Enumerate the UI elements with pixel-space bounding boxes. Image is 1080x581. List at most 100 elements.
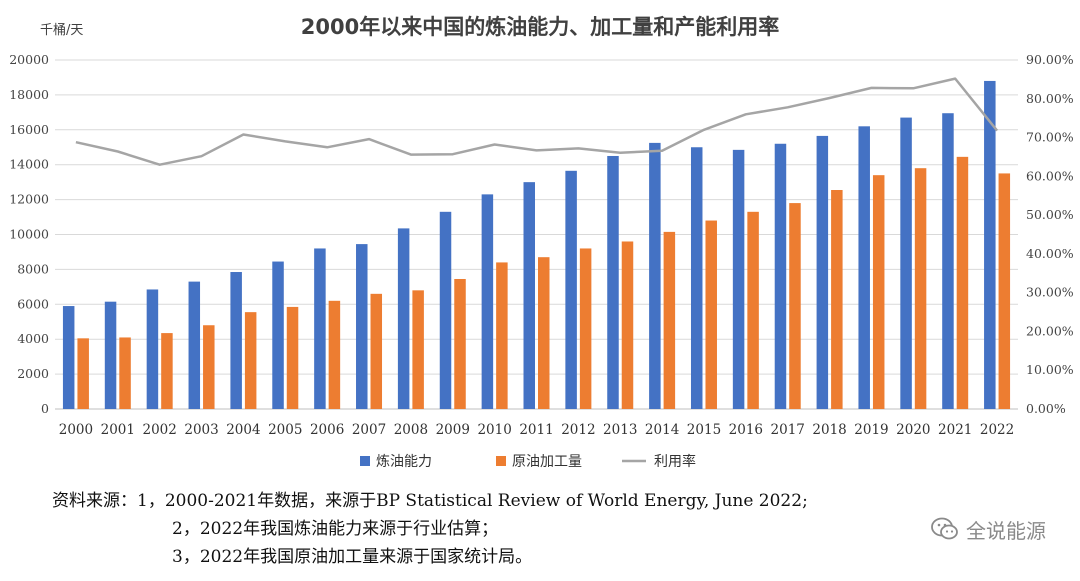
throughput-bar [161, 333, 173, 409]
capacity-bar [732, 149, 745, 409]
legend-label: 原油加工量 [512, 454, 582, 470]
x-tick-label: 2003 [184, 422, 218, 438]
capacity-bar [984, 80, 996, 409]
throughput-bar [914, 168, 927, 409]
capacity-bar [816, 135, 829, 409]
throughput-bar [538, 257, 550, 409]
x-tick-label: 2004 [226, 422, 260, 438]
x-tick-label: 2020 [896, 422, 930, 438]
x-tick-label: 2012 [561, 422, 595, 438]
throughput-bar [579, 248, 592, 409]
utilization-line [75, 77, 999, 166]
capacity-bar [104, 301, 117, 409]
x-tick-label: 2007 [352, 422, 386, 438]
capacity-bar [481, 194, 494, 409]
throughput-bar [663, 231, 676, 409]
throughput-bar [621, 241, 634, 409]
capacity-bar [314, 248, 326, 409]
throughput-bar [370, 293, 383, 409]
x-tick-label: 2002 [142, 422, 176, 438]
throughput-bar [286, 306, 299, 409]
x-tick-label: 2001 [101, 422, 135, 438]
capacity-bar [272, 261, 284, 409]
throughput-bar [454, 278, 466, 409]
y-right-tick-label: 90.00% [1026, 52, 1074, 67]
y-right-tick-label: 10.00% [1026, 362, 1074, 377]
y-right-tick-label: 80.00% [1026, 91, 1074, 106]
watermark-text: 全说能源 [966, 518, 1046, 543]
y-left-tick-label: 20000 [9, 52, 49, 67]
throughput-bar [244, 312, 257, 409]
y-axis-right: 0.00% 10.00% 20.00% 30.00% 40.00% 50.00% 60.00… [1026, 52, 1074, 416]
x-tick-label: 2014 [645, 422, 679, 438]
y-right-tick-label: 20.00% [1026, 323, 1074, 338]
y-left-tick-label: 16000 [9, 122, 49, 137]
capacity-bar [774, 143, 787, 409]
x-tick-label: 2013 [603, 422, 637, 438]
capacity-bar [439, 211, 452, 409]
x-tick-label: 2008 [394, 422, 428, 438]
y-left-tick-label: 12000 [9, 192, 49, 207]
gridlines [55, 59, 1018, 410]
legend-swatch [496, 456, 506, 466]
y-left-tick-label: 6000 [17, 296, 49, 311]
source-note-3: 3，2022年我国原油加工量来源于国家统计局。 [172, 547, 533, 567]
throughput-bar [496, 262, 508, 409]
throughput-bar [998, 173, 1011, 409]
capacity-bar [146, 289, 159, 409]
throughput-bar [77, 338, 89, 409]
x-tick-label: 2015 [687, 422, 721, 438]
y-right-tick-label: 0.00% [1026, 401, 1066, 416]
y-left-tick-label: 0 [41, 401, 49, 416]
throughput-bar [831, 190, 843, 409]
capacity-bar [356, 244, 368, 409]
source-note-1: 资料来源：1，2000-2021年数据，来源于BP Statistical Re… [52, 491, 808, 511]
x-tick-label: 2011 [519, 422, 553, 438]
x-tick-label: 2021 [938, 422, 972, 438]
capacity-bar [565, 170, 577, 409]
y-axis-left: 0 2000 4000 6000 8000 10000 12000 14000 16000 180… [9, 52, 49, 416]
y-left-tick-label: 4000 [17, 331, 49, 346]
y-right-tick-label: 60.00% [1026, 168, 1074, 183]
legend-swatch [360, 456, 370, 466]
x-tick-label: 2010 [477, 422, 511, 438]
y-right-tick-label: 30.00% [1026, 285, 1074, 300]
utilization-series-line [75, 77, 999, 166]
x-tick-label: 2017 [771, 422, 805, 438]
y-axis-unit: 千桶/天 [40, 23, 83, 38]
capacity-bar [858, 126, 870, 409]
throughput-bar [872, 175, 885, 409]
capacity-bar [523, 182, 535, 409]
throughput-bar [119, 337, 131, 409]
capacity-bar [62, 306, 75, 409]
y-left-tick-label: 18000 [9, 87, 49, 102]
y-right-tick-label: 40.00% [1026, 246, 1074, 261]
x-tick-label: 2016 [729, 422, 763, 438]
capacity-bar [397, 228, 410, 409]
x-tick-label: 2006 [310, 422, 344, 438]
y-left-tick-label: 14000 [9, 157, 49, 172]
throughput-bar [328, 300, 341, 409]
x-tick-label: 2022 [980, 422, 1014, 438]
x-tick-label: 2009 [436, 422, 470, 438]
y-left-tick-label: 10000 [9, 227, 49, 242]
y-right-tick-label: 70.00% [1026, 130, 1074, 145]
chart-title: 2000年以来中国的炼油能力、加工量和产能利用率 [301, 15, 779, 39]
x-tick-label: 2019 [854, 422, 888, 438]
throughput-bar [956, 156, 969, 409]
legend-label: 利用率 [654, 453, 696, 470]
capacity-bar [188, 281, 201, 409]
source-note-2: 2，2022年我国炼油能力来源于行业估算； [172, 519, 499, 539]
throughput-bar [412, 290, 424, 409]
legend: 炼油能力 原油加工量 利用率 [360, 453, 696, 470]
x-tick-label: 2005 [268, 422, 302, 438]
throughput-bar [789, 203, 801, 409]
capacity-bar [900, 117, 912, 410]
y-left-tick-label: 2000 [17, 366, 49, 381]
throughput-bar [705, 220, 717, 409]
watermark: 全说能源 [930, 514, 1046, 544]
wechat-icon [931, 517, 958, 540]
y-left-tick-label: 8000 [17, 261, 49, 276]
capacity-bar [942, 113, 954, 409]
